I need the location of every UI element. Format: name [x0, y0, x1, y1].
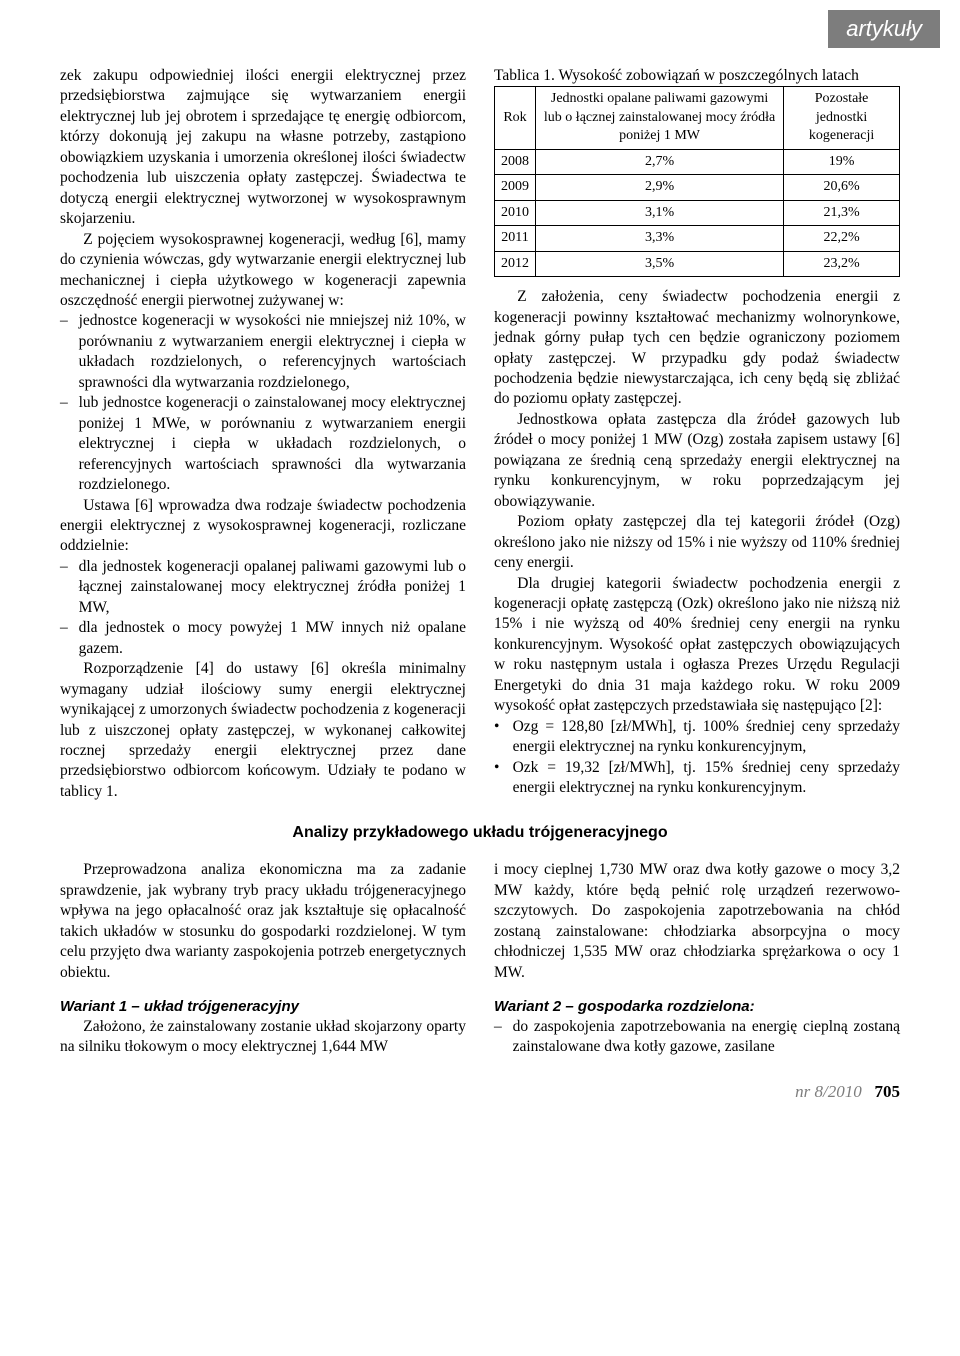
- table-cell: 20,6%: [784, 175, 900, 200]
- page-footer: nr 8/2010 705: [60, 1082, 900, 1102]
- table-row: 2009 2,9% 20,6%: [495, 175, 900, 200]
- table-row: 2008 2,7% 19%: [495, 149, 900, 174]
- table-row: 2012 3,5% 23,2%: [495, 251, 900, 276]
- table-header: Jednostki opalane paliwami gazowymi lub …: [536, 87, 784, 149]
- table-cell: 21,3%: [784, 200, 900, 225]
- paragraph: Z założenia, ceny świadectw pochodzenia …: [494, 287, 900, 410]
- table-cell: 2009: [495, 175, 536, 200]
- table-cell: 19%: [784, 149, 900, 174]
- paragraph: Założono, że zainstalowany zostanie ukła…: [60, 1017, 466, 1058]
- table-caption: Tablica 1. Wysokość zobowiązań w poszcze…: [494, 66, 900, 86]
- paragraph: Jednostkowa opłata zastępcza dla źródeł …: [494, 410, 900, 512]
- sub-heading: Wariant 1 – układ trójgeneracyjny: [60, 997, 466, 1017]
- table-cell: 2,7%: [536, 149, 784, 174]
- list-item: lub jednostce kogeneracji o zainstalowan…: [60, 393, 466, 495]
- table-cell: 2,9%: [536, 175, 784, 200]
- sec2-left-column: Przeprowadzona analiza ekonomiczna ma za…: [60, 860, 466, 1057]
- bullet-item: Ozk = 19,32 [zł/MWh], tj. 15% średniej c…: [494, 758, 900, 799]
- table-cell: 22,2%: [784, 226, 900, 251]
- bullet-item: Ozg = 128,80 [zł/MWh], tj. 100% średniej…: [494, 717, 900, 758]
- paragraph: Z pojęciem wysokosprawnej kogeneracji, w…: [60, 230, 466, 312]
- right-column: Tablica 1. Wysokość zobowiązań w poszcze…: [494, 66, 900, 802]
- table-cell: 2012: [495, 251, 536, 276]
- paragraph: zek zakupu odpowiedniej ilości energii e…: [60, 66, 466, 230]
- section2-columns: Przeprowadzona analiza ekonomiczna ma za…: [60, 860, 900, 1057]
- section-badge: artykuły: [828, 10, 940, 48]
- page-number: 705: [875, 1082, 901, 1101]
- table-cell: 2011: [495, 226, 536, 251]
- table-cell: 3,3%: [536, 226, 784, 251]
- sec2-right-column: i mocy cieplnej 1,730 MW oraz dwa kotły …: [494, 860, 900, 1057]
- left-column: zek zakupu odpowiedniej ilości energii e…: [60, 66, 466, 802]
- paragraph: i mocy cieplnej 1,730 MW oraz dwa kotły …: [494, 860, 900, 983]
- table-cell: 2008: [495, 149, 536, 174]
- issue-label: nr 8/2010: [795, 1082, 862, 1101]
- list-item: dla jednostek kogeneracji opalanej paliw…: [60, 557, 466, 618]
- sub-heading: Wariant 2 – gospodarka rozdzielona:: [494, 997, 900, 1017]
- section-heading: Analizy przykładowego układu trójgenerac…: [60, 824, 900, 842]
- table-header: Pozostałe jednostki kogeneracji: [784, 87, 900, 149]
- table-cell: 2010: [495, 200, 536, 225]
- paragraph: Ustawa [6] wprowadza dwa rodzaje świadec…: [60, 496, 466, 557]
- list-item: do zaspokojenia zapotrzebowania na energ…: [494, 1017, 900, 1058]
- paragraph: Dla drugiej kategorii świadectw pochodze…: [494, 574, 900, 717]
- table-row: 2011 3,3% 22,2%: [495, 226, 900, 251]
- paragraph: Poziom opłaty zastępczej dla tej kategor…: [494, 512, 900, 573]
- list-item: jednostce kogeneracji w wysokości nie mn…: [60, 311, 466, 393]
- table-header-row: Rok Jednostki opalane paliwami gazowymi …: [495, 87, 900, 149]
- table-header: Rok: [495, 87, 536, 149]
- data-table: Rok Jednostki opalane paliwami gazowymi …: [494, 86, 900, 277]
- paragraph: Rozporządzenie [4] do ustawy [6] określa…: [60, 659, 466, 802]
- paragraph: Przeprowadzona analiza ekonomiczna ma za…: [60, 860, 466, 983]
- table-cell: 23,2%: [784, 251, 900, 276]
- table-cell: 3,5%: [536, 251, 784, 276]
- table-row: 2010 3,1% 21,3%: [495, 200, 900, 225]
- list-item: dla jednostek o mocy powyżej 1 MW innych…: [60, 618, 466, 659]
- table-cell: 3,1%: [536, 200, 784, 225]
- main-columns: zek zakupu odpowiedniej ilości energii e…: [60, 66, 900, 802]
